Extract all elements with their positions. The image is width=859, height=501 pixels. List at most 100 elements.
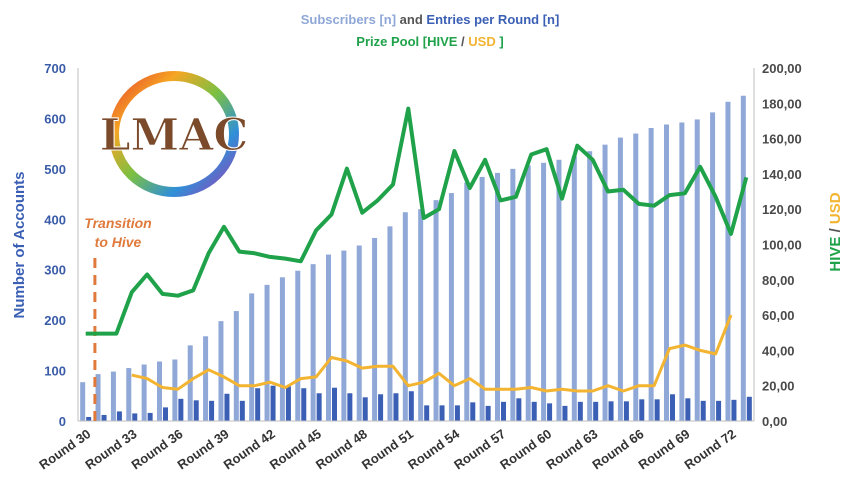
entries-bar [332,387,337,421]
entries-bar [746,396,752,421]
x-tick-label: Round 42 [221,426,278,472]
subscribers-bar [387,226,393,421]
entries-bar [454,405,460,421]
right-tick-label: 0,00 [762,414,787,429]
right-tick-label: 180,00 [762,96,802,111]
right-axis-ticks: 0,00 20,00 40,00 60,00 80,00 100,00 120,00 140,… [762,61,802,429]
y-axis-right-title: HIVE / USD [827,192,844,271]
left-tick-label: 700 [44,61,66,76]
subscribers-bar [571,156,577,421]
logo-text: LMAC [100,110,249,161]
chart-title-line1: Subscribers [n] and Entries per Round [n… [301,12,560,27]
left-tick-label: 300 [44,263,66,278]
entries-bar [270,385,276,421]
entries-bar [132,413,138,421]
subscribers-bar [602,144,608,421]
right-tick-label: 100,00 [762,238,802,253]
entries-bar [209,400,215,421]
subscribers-bar [710,112,716,422]
left-axis-ticks: 0 100 200 300 400 500 600 700 [44,61,66,429]
entries-bar [193,400,199,421]
subscribers-bar [679,122,685,421]
right-tick-label: 20,00 [762,379,795,394]
subscribers-bar [310,264,316,421]
subscribers-bar [479,176,485,421]
subscribers-bar [264,284,270,421]
title-subscribers: Subscribers [n] [301,12,396,27]
entries-bar [239,400,245,421]
subscribers-bars [80,95,746,422]
subscribers-bar [95,374,101,421]
subscribers-bar [418,209,424,421]
x-tick-label: Round 57 [451,426,508,472]
entries-bar [670,394,675,421]
x-tick-label: Round 63 [543,426,600,472]
subscribers-bar [279,277,285,421]
logo-ring [109,71,239,197]
title-prize-hive: Prize Pool [HIVE [356,34,457,49]
x-tick-label: Round 33 [82,426,139,472]
entries-bar [623,401,629,421]
prize-pool-usd-line [131,314,733,393]
subscribers-bar [510,168,516,421]
subscribers-bar [203,336,209,421]
entries-bar [163,407,168,421]
entries-bar [285,386,291,421]
title-bracket: ] [496,34,504,49]
entries-bar [531,401,537,421]
left-tick-label: 0 [59,414,66,429]
y-axis-right-usd: USD [827,192,844,224]
entries-bar [501,401,506,421]
title-entries: Entries per Round [n] [426,12,559,27]
subscribers-bar [448,193,454,421]
entries-bar [393,393,399,421]
subscribers-bar [341,250,347,421]
y-axis-right-hive: HIVE [827,237,844,272]
entries-bar [654,399,660,421]
prize-pool-hive-line [85,106,749,336]
y-axis-left-title: Number of Accounts [11,172,28,319]
subscribers-bar [295,270,301,421]
entries-bar [255,388,261,421]
left-tick-label: 100 [44,364,66,379]
title-and: and [396,12,426,27]
subscribers-bar [372,237,378,421]
entries-bar [716,400,722,421]
subscribers-bar [187,345,193,421]
entries-bar [593,401,599,421]
x-tick-label: Round 39 [175,426,232,472]
subscribers-bar [218,321,224,421]
entries-bar [408,391,414,421]
subscribers-bar [356,245,362,421]
entries-bar [516,398,522,421]
x-tick-label: Round 36 [128,426,185,472]
entries-bar [577,401,583,421]
subscribers-bar [525,165,531,421]
right-tick-label: 80,00 [762,273,795,288]
right-tick-label: 40,00 [762,343,795,358]
entries-bar [424,405,430,421]
left-tick-label: 200 [44,313,66,328]
entries-bar [731,399,737,421]
entries-bar [639,399,645,421]
subscribers-bar [694,119,700,422]
subscribers-bar [141,364,147,421]
transition-label-line1: Transition [84,215,151,231]
subscribers-bar [433,200,439,421]
entries-bar [347,393,353,421]
right-tick-label: 140,00 [762,167,802,182]
subscribers-bar [80,382,86,421]
x-tick-label: Round 30 [36,426,93,472]
subscribers-bar [648,128,654,421]
entries-bar [116,411,122,421]
x-tick-label: Round 60 [497,426,554,472]
entries-bar [178,398,184,421]
x-tick-label: Round 69 [635,426,692,472]
entries-bar [101,414,107,421]
entries-bar [562,405,568,421]
entries-bar [378,394,384,421]
entries-bar [608,401,614,421]
subscribers-bar [326,254,331,421]
